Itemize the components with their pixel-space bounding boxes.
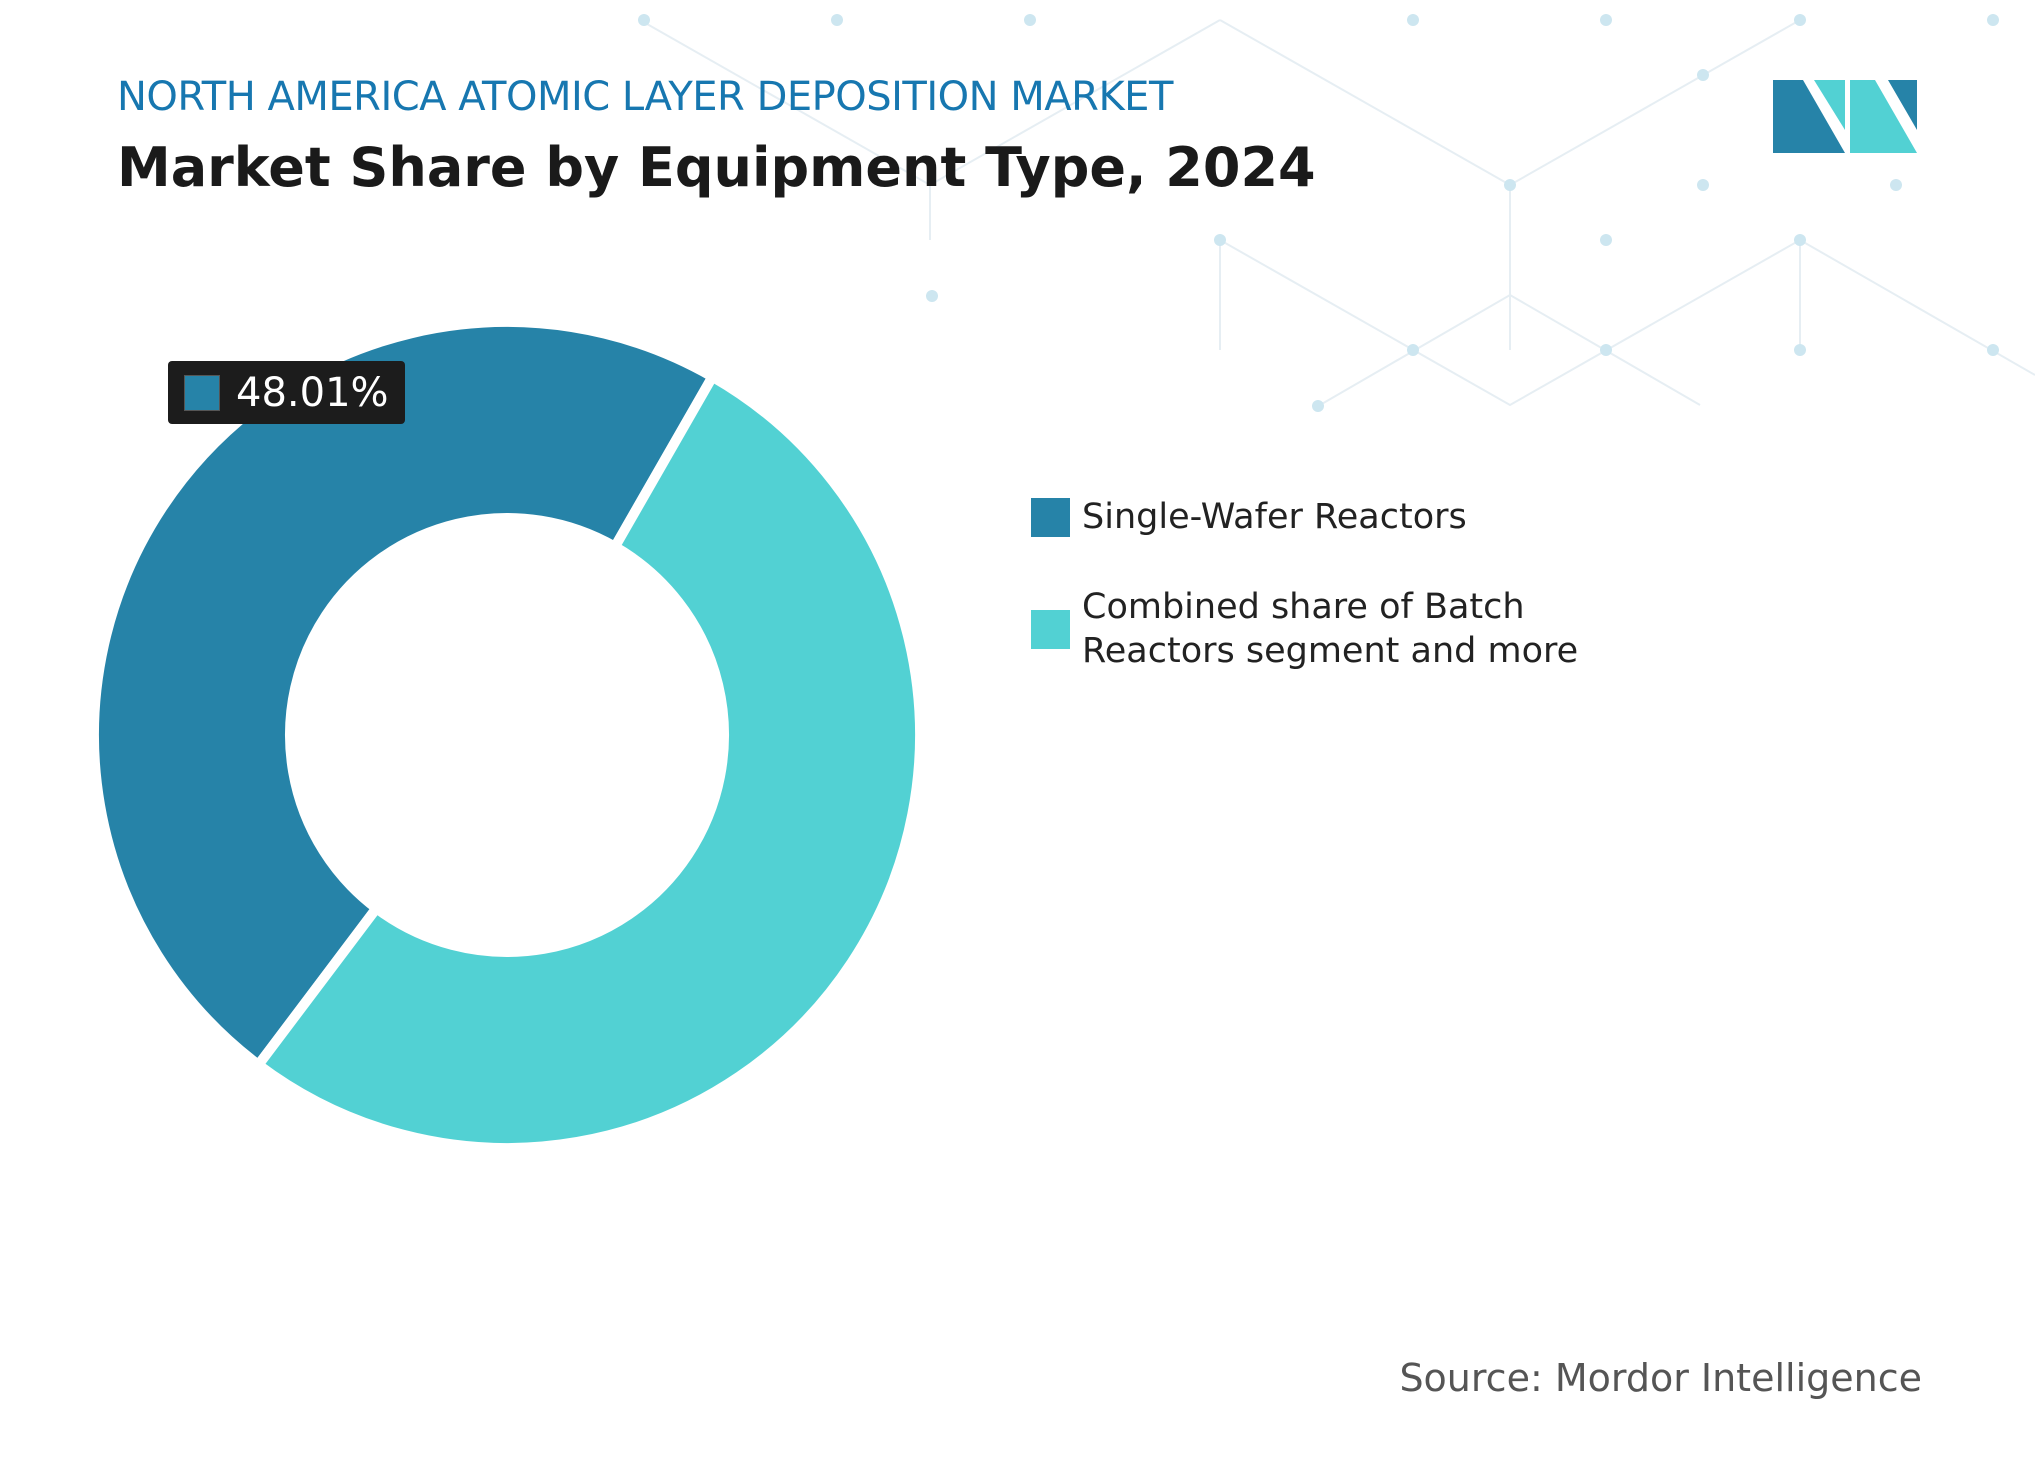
chart-subtitle: Market Share by Equipment Type, 2024 xyxy=(117,136,1316,199)
donut-segment xyxy=(89,317,720,1072)
value-label-box: 48.01% xyxy=(168,361,405,424)
legend-label: Single-Wafer Reactors xyxy=(1082,497,1467,537)
value-label: 48.01% xyxy=(236,369,389,416)
source: Source: Mordor Intelligence xyxy=(1399,1356,1922,1400)
legend-item: Combined share of Batch Reactors segment… xyxy=(1031,585,1651,673)
value-label-swatch xyxy=(184,374,220,411)
logo xyxy=(1773,80,1917,153)
legend-swatch xyxy=(1031,609,1070,649)
legend: Single-Wafer Reactors Combined share of B… xyxy=(1031,495,1651,719)
donut-segment xyxy=(251,369,925,1153)
legend-swatch xyxy=(1031,497,1070,537)
donut xyxy=(89,317,925,1153)
chart-title: NORTH AMERICA ATOMIC LAYER DEPOSITION MA… xyxy=(117,74,1173,120)
legend-label: Combined share of Batch Reactors segment… xyxy=(1082,587,1579,671)
legend-item: Single-Wafer Reactors xyxy=(1031,495,1651,539)
background-dots xyxy=(638,14,1999,412)
